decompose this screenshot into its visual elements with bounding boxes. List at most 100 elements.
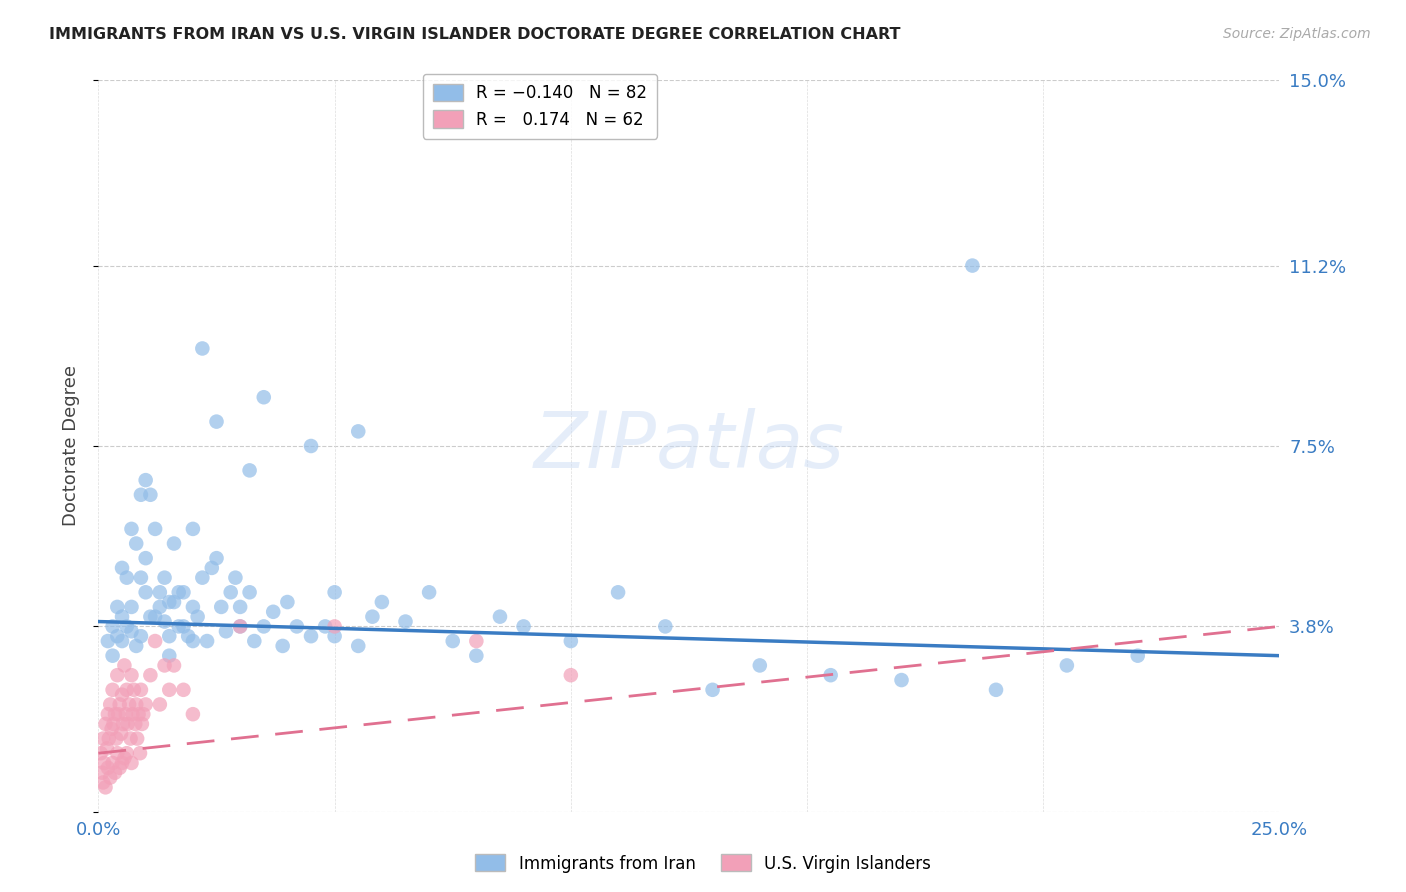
Point xyxy=(157,595,180,609)
Point xyxy=(1056,658,1078,673)
Point xyxy=(98,771,121,785)
Point xyxy=(111,561,134,575)
Point xyxy=(209,599,232,614)
Point xyxy=(418,585,440,599)
Point xyxy=(239,585,262,599)
Point xyxy=(243,634,266,648)
Point xyxy=(347,639,370,653)
Point xyxy=(181,599,204,614)
Point xyxy=(121,707,143,722)
Point xyxy=(135,551,157,566)
Point xyxy=(121,668,143,682)
Point xyxy=(205,551,228,566)
Point xyxy=(111,634,134,648)
Point xyxy=(98,698,121,712)
Point xyxy=(132,707,155,722)
Point xyxy=(105,746,128,760)
Point xyxy=(239,463,262,477)
Point xyxy=(153,571,176,585)
Point xyxy=(323,629,346,643)
Point xyxy=(139,668,162,682)
Text: ZIPatlas: ZIPatlas xyxy=(533,408,845,484)
Legend: R = −0.140   N = 82, R =   0.174   N = 62: R = −0.140 N = 82, R = 0.174 N = 62 xyxy=(423,74,657,138)
Point xyxy=(163,536,186,550)
Point xyxy=(465,648,488,663)
Point xyxy=(276,595,298,609)
Point xyxy=(115,619,138,633)
Point xyxy=(97,761,120,775)
Point xyxy=(129,746,152,760)
Point xyxy=(125,639,148,653)
Point xyxy=(105,599,128,614)
Point xyxy=(111,717,134,731)
Point xyxy=(131,717,153,731)
Point xyxy=(394,615,416,629)
Point xyxy=(219,585,242,599)
Point xyxy=(111,609,134,624)
Point xyxy=(253,619,276,633)
Point xyxy=(103,717,125,731)
Point xyxy=(187,609,209,624)
Point xyxy=(1126,648,1149,663)
Point xyxy=(285,619,308,633)
Point xyxy=(181,707,204,722)
Point xyxy=(107,707,129,722)
Point xyxy=(702,682,724,697)
Point xyxy=(124,717,146,731)
Point xyxy=(122,682,145,697)
Point xyxy=(94,717,117,731)
Point xyxy=(111,688,134,702)
Point xyxy=(229,619,252,633)
Point xyxy=(117,717,139,731)
Point xyxy=(114,707,136,722)
Point xyxy=(105,629,128,643)
Point xyxy=(172,585,194,599)
Point xyxy=(90,746,112,760)
Point xyxy=(163,658,186,673)
Point xyxy=(135,585,157,599)
Point xyxy=(181,634,204,648)
Point xyxy=(108,698,131,712)
Point xyxy=(97,634,120,648)
Point xyxy=(111,756,134,770)
Point xyxy=(143,522,166,536)
Point xyxy=(299,439,322,453)
Point xyxy=(129,488,152,502)
Point xyxy=(984,682,1007,697)
Point xyxy=(163,595,186,609)
Point xyxy=(128,707,150,722)
Point xyxy=(120,731,142,746)
Point xyxy=(167,585,190,599)
Point xyxy=(121,522,143,536)
Point xyxy=(108,761,131,775)
Point xyxy=(271,639,294,653)
Point xyxy=(91,731,114,746)
Point xyxy=(125,698,148,712)
Point xyxy=(129,571,152,585)
Point xyxy=(654,619,676,633)
Point xyxy=(91,775,114,789)
Point xyxy=(201,561,224,575)
Point xyxy=(121,624,143,639)
Point xyxy=(101,648,124,663)
Point xyxy=(112,658,135,673)
Point xyxy=(110,727,132,741)
Point xyxy=(890,673,912,687)
Point xyxy=(93,756,115,770)
Point xyxy=(104,707,127,722)
Y-axis label: Doctorate Degree: Doctorate Degree xyxy=(62,366,80,526)
Point xyxy=(104,765,127,780)
Point xyxy=(181,522,204,536)
Point xyxy=(115,746,138,760)
Point xyxy=(139,609,162,624)
Point xyxy=(127,731,149,746)
Point xyxy=(153,658,176,673)
Point xyxy=(101,756,124,770)
Point xyxy=(121,756,143,770)
Point xyxy=(105,668,128,682)
Point xyxy=(101,619,124,633)
Legend: Immigrants from Iran, U.S. Virgin Islanders: Immigrants from Iran, U.S. Virgin Island… xyxy=(468,847,938,880)
Point xyxy=(149,585,172,599)
Point xyxy=(820,668,842,682)
Point xyxy=(323,585,346,599)
